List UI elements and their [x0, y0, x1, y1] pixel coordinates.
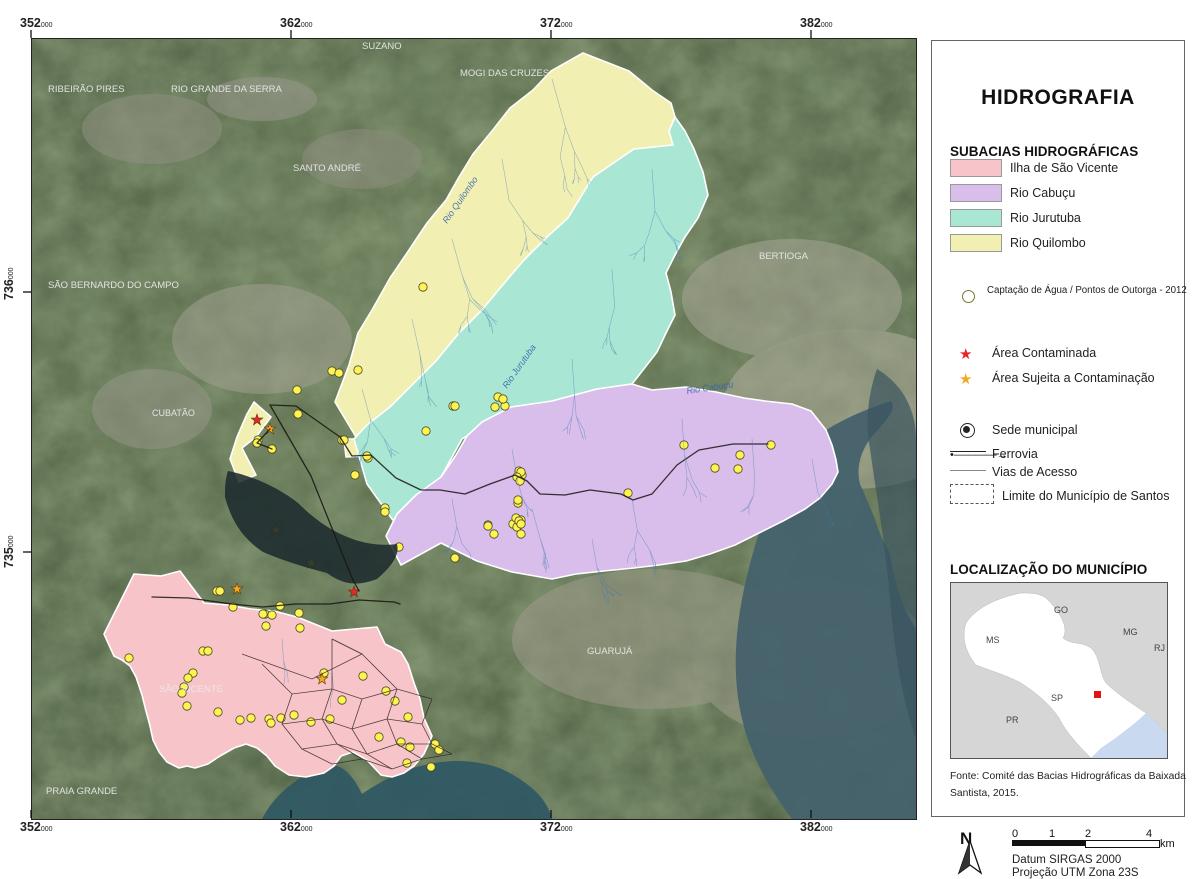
svg-text:MS: MS — [986, 635, 1000, 645]
svg-text:SP: SP — [1051, 693, 1063, 703]
svg-text:MG: MG — [1123, 627, 1138, 637]
svg-text:PR: PR — [1006, 715, 1019, 725]
svg-text:GO: GO — [1054, 605, 1068, 615]
svg-text:RJ: RJ — [1154, 643, 1165, 653]
